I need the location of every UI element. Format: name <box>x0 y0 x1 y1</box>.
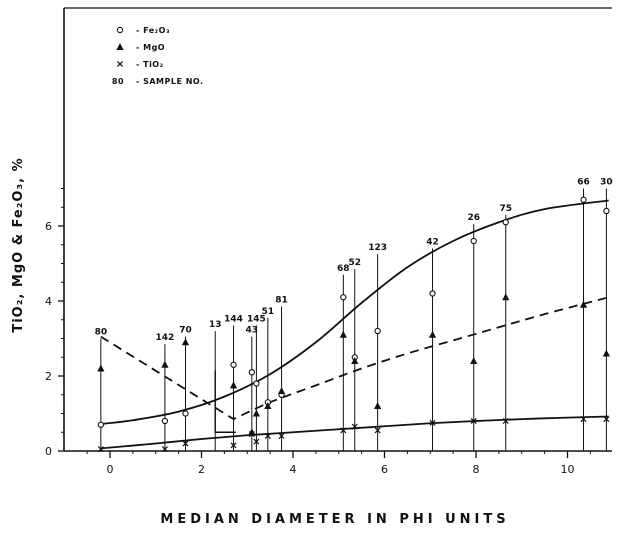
fe2o3-point <box>161 417 169 425</box>
sample-number-label: 52 <box>348 258 361 268</box>
mgo-point <box>161 360 169 368</box>
mgo-point <box>252 409 260 417</box>
legend-mgo-marker <box>116 43 124 50</box>
y-tick-label: 0 <box>45 445 52 458</box>
sample-number-label: 42 <box>426 238 439 248</box>
mgo-point <box>579 300 588 308</box>
tio2-point <box>278 432 285 440</box>
legend: - Fe₂O₃ - MgO - TiO₂ 80 - SAMPLE NO. <box>112 26 204 86</box>
sample-number-label: 43 <box>246 326 259 336</box>
tio2-point <box>340 427 347 434</box>
mgo-point <box>428 330 437 338</box>
x-tick-label: 6 <box>381 463 388 476</box>
legend-sample-marker: 80 <box>112 77 124 86</box>
mgo-point <box>248 428 256 436</box>
tio2-point <box>429 419 436 426</box>
legend-label: - Fe₂O₃ <box>136 26 170 35</box>
x-axis-title: MEDIAN DIAMETER IN PHI UNITS <box>160 512 509 527</box>
fe2o3-curve <box>100 199 609 425</box>
mgo-point <box>229 381 238 389</box>
y-tick-label: 4 <box>45 295 52 308</box>
tio2-point <box>374 427 381 434</box>
fe2o3-point <box>429 290 436 297</box>
sample-number-label: 80 <box>95 328 108 338</box>
tio2-point <box>253 438 260 445</box>
tio2-point <box>603 416 610 423</box>
tio2-point <box>248 431 255 438</box>
fe2o3-point <box>502 219 509 226</box>
x-tick-label: 8 <box>473 463 480 476</box>
tio2-point <box>264 432 271 440</box>
x-tick-label: 10 <box>561 463 575 476</box>
x-tick-label: 2 <box>198 463 205 476</box>
sample-number-label: 68 <box>337 264 350 274</box>
fe2o3-point <box>470 237 477 245</box>
fe2o3-point <box>97 421 104 428</box>
mgo-point <box>602 349 610 357</box>
sample-number-label: 66 <box>577 178 590 188</box>
sample-number-label: 70 <box>179 326 192 336</box>
mgo-point <box>181 338 190 346</box>
sample-number-label: 142 <box>156 333 175 343</box>
fe2o3-point <box>374 327 381 335</box>
mgo-point <box>351 357 359 364</box>
mgo-point <box>502 293 510 301</box>
legend-label: - SAMPLE NO. <box>136 77 204 86</box>
data-markers <box>97 196 610 453</box>
tio2-point <box>230 442 237 449</box>
fe2o3-point <box>253 380 260 387</box>
tio2-point <box>161 446 168 453</box>
x-tick-label: 0 <box>107 463 114 476</box>
sample-number-label: 123 <box>368 243 387 253</box>
tio2-curve <box>100 415 609 450</box>
fe2o3-point <box>248 369 255 376</box>
mgo-point <box>339 330 347 338</box>
y-tick-label: 2 <box>45 370 52 383</box>
tio2-point <box>351 423 358 430</box>
tio2-point <box>97 446 104 453</box>
sample-number-label: 26 <box>467 213 480 223</box>
fe2o3-point <box>580 196 587 203</box>
sample-number-label: 30 <box>600 178 613 188</box>
sample-number-label: 81 <box>275 296 288 306</box>
tio2-point <box>182 440 189 447</box>
tio2-point <box>580 416 587 423</box>
sample-number-label: 145 <box>247 314 266 324</box>
legend-tio2-marker <box>116 60 124 68</box>
y-axis-title: TiO₂, MgO & Fe₂O₃, % <box>11 157 26 332</box>
legend-fe2o3-marker <box>116 26 124 34</box>
fe2o3-point <box>182 410 189 417</box>
fe2o3-point <box>603 207 610 215</box>
sample-number-label: 144 <box>224 314 243 324</box>
fe2o3-point <box>340 294 347 301</box>
legend-label: - TiO₂ <box>136 60 164 69</box>
mgo-point <box>374 402 382 409</box>
mgo-point <box>97 364 105 372</box>
tio2-point <box>470 417 477 425</box>
y-tick-label: 6 <box>45 220 52 233</box>
mgo-point <box>264 402 272 409</box>
fe2o3-point <box>230 361 237 368</box>
x-tick-label: 4 <box>290 463 297 476</box>
sample-number-label: 13 <box>209 320 222 330</box>
sample-number-label: 75 <box>499 204 512 214</box>
mgo-point <box>277 387 286 394</box>
legend-label: - MgO <box>136 43 165 52</box>
sample-number-label: 51 <box>262 307 275 317</box>
mgo-point <box>470 357 478 364</box>
tio2-point <box>502 417 509 425</box>
